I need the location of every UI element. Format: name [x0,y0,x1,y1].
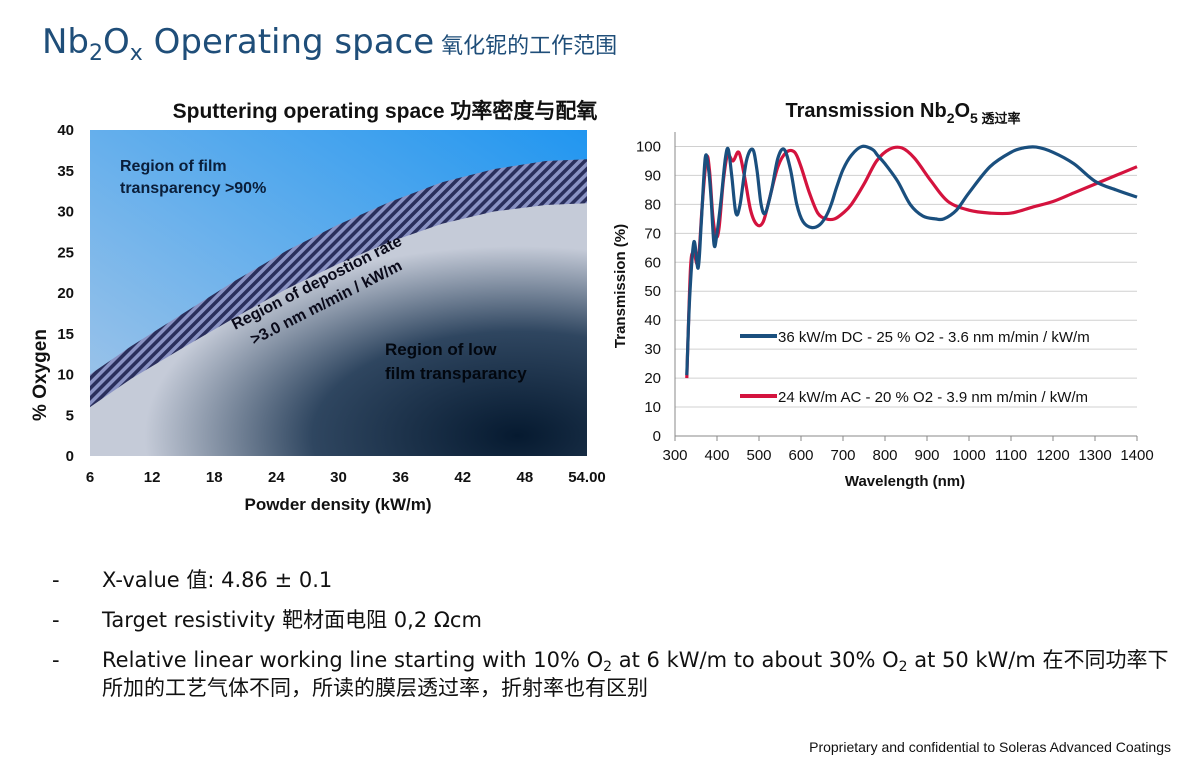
x-tick-label: 1200 [1036,447,1069,464]
bullet-working-line: - Relative linear working line starting … [52,646,1172,702]
transmission-chart: Transmission Nb2O5 透过率 0 10 20 30 40 50 60 70 80… [612,100,1154,490]
y-tick-label: 30 [57,204,74,221]
x-tick-label: 6 [86,469,94,486]
y-tick-label: 100 [636,138,661,155]
x-tick-label: 18 [206,469,223,486]
chart-title: Sputtering operating space 功率密度与配氧 [173,99,598,123]
legend: 36 kW/m DC - 25 % O2 - 3.6 nm m/min / kW… [740,329,1090,406]
y-tick-label: 20 [644,370,661,387]
x-axis-label: Powder density (kW/m) [244,495,431,514]
x-axis-label: Wavelength (nm) [845,473,965,490]
x-tick-label: 30 [330,469,347,486]
x-tick-label: 48 [517,469,534,486]
x-tick-label: 36 [392,469,409,486]
region-label-transparency: Region of film transparency >90% [120,158,266,197]
y-tick-label: 40 [57,122,74,139]
bullet-target-resistivity: - Target resistivity 靶材面电阻 0,2 Ωcm [52,606,1172,634]
x-tick-label: 12 [144,469,161,486]
y-axis-label: Transmission (%) [612,224,629,348]
y-tick-label: 0 [653,428,661,445]
x-tick-label: 700 [830,447,855,464]
y-tick-label: 20 [57,285,74,302]
y-tick-label: 10 [644,399,661,416]
y-tick-label: 60 [644,254,661,271]
bullet-text: X-value 值: 4.86 ± 0.1 [102,568,333,592]
x-tick-label: 1400 [1120,447,1153,464]
footer-confidential: Proprietary and confidential to Soleras … [809,739,1171,755]
y-tick-label: 40 [644,312,661,329]
y-tick-label: 25 [57,244,74,261]
y-tick-label: 30 [644,341,661,358]
y-tick-label: 90 [644,167,661,184]
x-tick-label: 1300 [1078,447,1111,464]
x-tick-label: 1000 [952,447,985,464]
x-tick-label: 900 [914,447,939,464]
bullet-dash: - [52,568,60,592]
bullet-dash: - [52,648,60,672]
y-tick-label: 80 [644,196,661,213]
slide-title: Nb2Ox Operating space 氧化铌的工作范围 [42,22,618,66]
y-tick-label: 35 [57,163,74,180]
x-tick-label: 600 [788,447,813,464]
bullet-x-value: - X-value 值: 4.86 ± 0.1 [52,566,1172,594]
bullet-dash: - [52,608,60,632]
legend-label-ac: 24 kW/m AC - 20 % O2 - 3.9 nm m/min / kW… [778,389,1088,406]
bullet-text: Target resistivity 靶材面电阻 0,2 Ωcm [102,608,482,632]
legend-label-dc: 36 kW/m DC - 25 % O2 - 3.6 nm m/min / kW… [778,329,1090,346]
y-tick-label: 70 [644,225,661,242]
bullet-list: - X-value 值: 4.86 ± 0.1 - Target resisti… [52,566,1172,714]
x-tick-label: 800 [872,447,897,464]
y-tick-label: 15 [57,326,74,343]
x-tick-label: 500 [746,447,771,464]
x-tick-label: 24 [268,469,285,486]
series-line-dc [685,144,1138,376]
chart-title: Transmission Nb2O5 透过率 [786,100,1021,126]
x-tick-label: 400 [704,447,729,464]
y-axis-label: % Oxygen [30,329,51,421]
y-tick-label: 0 [66,448,74,465]
bullet-text: Relative linear working line starting wi… [102,648,1169,700]
y-tick-label: 10 [57,367,74,384]
x-tick-label: 1100 [995,447,1027,464]
sputtering-operating-space-chart: Sputtering operating space 功率密度与配氧 0 5 10 1… [30,99,606,514]
y-tick-label: 5 [66,407,74,424]
region-low-transparency-area [90,203,587,456]
x-tick-label: 300 [662,447,687,464]
x-tick-label: 42 [454,469,471,486]
region-label-low-transparency: Region of low film transparancy [385,340,527,383]
x-tick-label: 54.00 [568,469,606,486]
y-tick-label: 50 [644,283,661,300]
